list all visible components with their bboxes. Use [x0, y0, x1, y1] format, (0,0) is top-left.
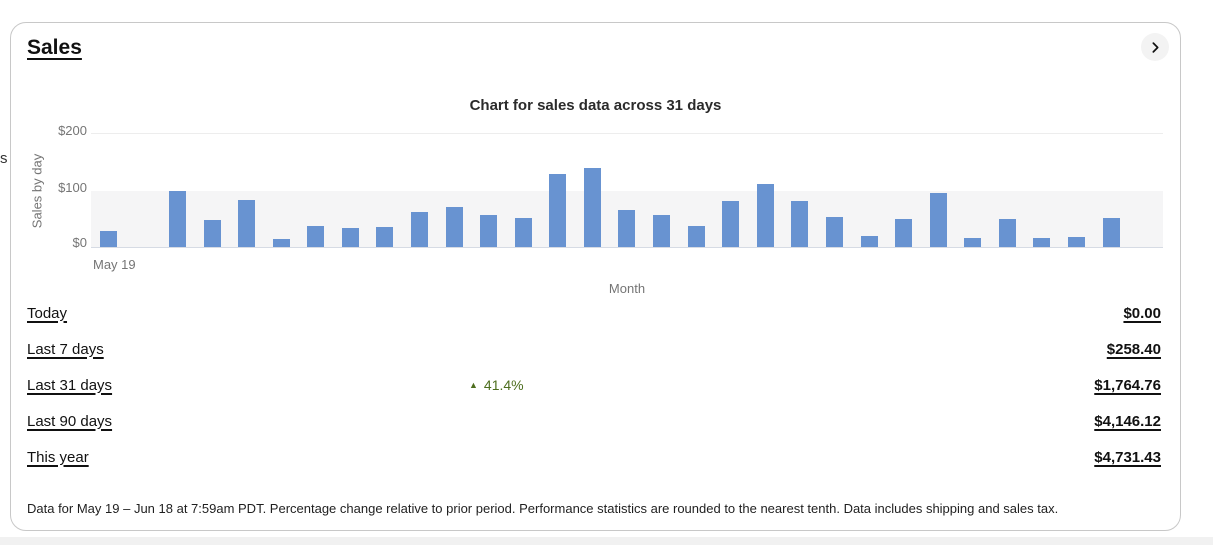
stat-row-last-7-days: Last 7 days $258.40 [27, 331, 1161, 367]
chart-bar-slot [126, 134, 161, 247]
stat-link-last-90-days[interactable]: Last 90 days [27, 412, 113, 430]
chart-bar-slot [506, 134, 541, 247]
stat-row-last-90-days: Last 90 days $4,146.12 [27, 403, 1161, 439]
chart-bar-slot [644, 134, 679, 247]
chart-bar-slot [471, 134, 506, 247]
stat-link-last-31-days[interactable]: Last 31 days [27, 376, 113, 394]
stat-value-last-7-days[interactable]: $258.40 [1106, 340, 1161, 358]
chart-bar-slot [852, 134, 887, 247]
chart-title: Chart for sales data across 31 days [469, 97, 722, 114]
chart-bar [653, 214, 671, 247]
chart-bar [998, 218, 1016, 247]
chart-bar-slot [610, 134, 645, 247]
chart-bar [376, 226, 394, 247]
chart-bar [203, 220, 221, 247]
chart-bar [410, 211, 428, 247]
chart-bar-slot [783, 134, 818, 247]
chart-bar [964, 237, 982, 247]
chart-bar [756, 184, 774, 247]
chart-bar-slot [229, 134, 264, 247]
chart-bar-slot [575, 134, 610, 247]
stat-row-last-31-days: Last 31 days ▲ 41.4% $1,764.76 [27, 367, 1161, 403]
chart-bar-slot [748, 134, 783, 247]
change-indicator: ▲ 41.4% [469, 377, 524, 393]
chart-bar [929, 193, 947, 247]
chart-bar [480, 214, 498, 247]
chart-bar [341, 228, 359, 247]
chevron-right-icon [1151, 41, 1159, 53]
sales-title-link[interactable]: Sales [27, 36, 82, 59]
chart-bar [791, 200, 809, 247]
chart-bar-slot [921, 134, 956, 247]
y-axis-tick-100: $100 [58, 180, 87, 195]
page-bottom-strip [0, 537, 1213, 545]
chart-bar [445, 206, 463, 247]
stat-value-today[interactable]: $0.00 [1123, 304, 1161, 322]
chart-bar [514, 217, 532, 247]
expand-sales-button[interactable] [1141, 33, 1169, 61]
arrow-up-icon: ▲ [469, 379, 478, 390]
chart-bar [1033, 237, 1051, 247]
stat-row-today: Today $0.00 [27, 295, 1161, 331]
y-axis-tick-200: $200 [58, 123, 87, 138]
chart-bar-slot [91, 134, 126, 247]
chart-plot-area [91, 133, 1163, 248]
chart-bar [618, 209, 636, 247]
chart-bar-slot [713, 134, 748, 247]
y-axis-tick-0: $0 [72, 235, 87, 250]
chart-bar-slot [437, 134, 472, 247]
change-percent: 41.4% [483, 377, 524, 393]
stat-value-last-90-days[interactable]: $4,146.12 [1094, 412, 1161, 430]
x-axis-label: Month [608, 281, 646, 296]
chart-bar-slot [990, 134, 1025, 247]
chart-bar-slot [955, 134, 990, 247]
footnote: Data for May 19 – Jun 18 at 7:59am PDT. … [27, 501, 1059, 516]
stat-link-last-7-days[interactable]: Last 7 days [27, 340, 104, 358]
sales-stats: Today $0.00 Last 7 days $258.40 Last 31 … [27, 295, 1161, 475]
chart-bar [1067, 237, 1085, 247]
chart-bar-slot [402, 134, 437, 247]
chart-bar [860, 236, 878, 247]
chart-bar [687, 225, 705, 247]
chart-bar [549, 173, 567, 247]
chart-bar [722, 201, 740, 247]
chart-bar [583, 167, 601, 247]
chart-bar-slot [817, 134, 852, 247]
stat-value-this-year[interactable]: $4,731.43 [1094, 448, 1161, 466]
chart-bar-slot [886, 134, 921, 247]
chart-bar-slot [333, 134, 368, 247]
chart-bar-slot [160, 134, 195, 247]
stat-link-today[interactable]: Today [27, 304, 68, 322]
chart-bar [825, 216, 843, 247]
chart-bar [168, 190, 186, 247]
chart-bar [272, 239, 290, 247]
chart-bar-slot [1025, 134, 1060, 247]
sales-card: Sales Chart for sales data across 31 day… [10, 22, 1181, 531]
chart-bar-slot [298, 134, 333, 247]
x-axis-tick-may19: May 19 [93, 257, 136, 272]
chart-bar-slot [368, 134, 403, 247]
chart-bar-slot [195, 134, 230, 247]
chart-bar-slot [541, 134, 576, 247]
chart-bar-slot [1059, 134, 1094, 247]
stat-row-this-year: This year $4,731.43 [27, 439, 1161, 475]
chart-bar-slot [679, 134, 714, 247]
clipped-text-fragment: s [0, 150, 8, 167]
chart-bars [91, 134, 1163, 247]
chart-bar [307, 226, 325, 247]
chart-bar-slot [1128, 134, 1163, 247]
chart-bar [1102, 218, 1120, 247]
chart-bar [99, 231, 117, 247]
stat-value-last-31-days[interactable]: $1,764.76 [1094, 376, 1161, 394]
chart-bar-slot [1094, 134, 1129, 247]
chart-bar-slot [264, 134, 299, 247]
chart-bar [238, 199, 256, 247]
stat-link-this-year[interactable]: This year [27, 448, 89, 466]
chart-bar [895, 219, 913, 247]
